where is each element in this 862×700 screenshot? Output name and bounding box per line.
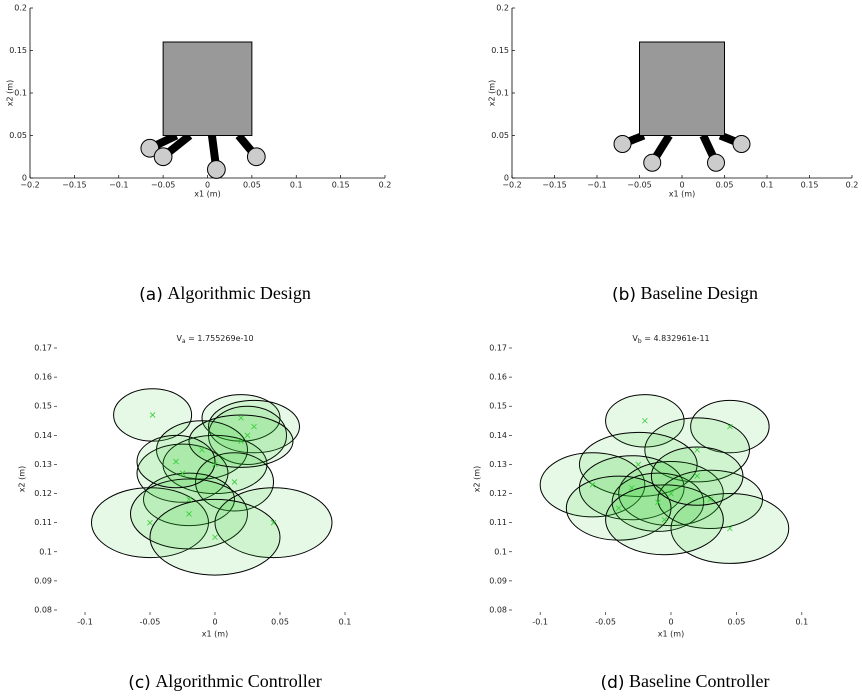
y-tick-label: 0.14 — [489, 431, 507, 440]
fingertip — [247, 148, 265, 166]
x-tick-label: −0.1 — [109, 181, 128, 190]
caption-label: (d) — [600, 673, 624, 693]
x-tick-label: 0.2 — [379, 181, 392, 190]
y-tick-label: 0.2 — [14, 4, 27, 13]
y-tick-label: 0.16 — [34, 373, 52, 382]
x-tick-label: 0.1 — [761, 181, 774, 190]
x-tick-label: 0.1 — [795, 618, 808, 627]
caption-label: (a) — [139, 285, 163, 305]
y-tick-label: 0.13 — [34, 460, 52, 469]
y-tick-label: 0.08 — [489, 606, 507, 615]
x-tick-label: 0 — [205, 181, 210, 190]
fingertip — [208, 161, 226, 179]
y-tick-label: 0.2 — [496, 4, 509, 13]
title-part: = 1.755269e-10 — [186, 334, 254, 343]
y-tick-label: 0.11 — [489, 518, 507, 527]
y-tick-label: 0.09 — [34, 576, 52, 585]
x-axis-label: x1 (m) — [202, 630, 228, 639]
x-tick-label: 0.15 — [801, 181, 819, 190]
y-axis-label: x2 (m) — [488, 80, 497, 106]
caption-text: Algorithmic Design — [167, 283, 310, 303]
x-tick-label: −0.1 — [587, 181, 606, 190]
x-tick-label: 0.2 — [846, 181, 859, 190]
fingertip — [733, 136, 750, 153]
x-tick-label: -0.1 — [77, 618, 93, 627]
caption-label: (b) — [612, 285, 636, 305]
title-part: = 4.832961e-11 — [642, 334, 710, 343]
x-tick-label: 0 — [679, 181, 684, 190]
y-tick-label: 0.1 — [494, 547, 507, 556]
fingertip — [708, 154, 725, 171]
caption: (a) Algorithmic Design — [139, 283, 311, 305]
y-tick-label: 0.16 — [489, 373, 507, 382]
x-axis-label: x1 (m) — [669, 190, 695, 199]
x-tick-label: 0 — [668, 618, 673, 627]
fingertip — [614, 136, 631, 153]
y-tick-label: 0.1 — [14, 89, 27, 98]
y-tick-label: 0.05 — [9, 131, 27, 140]
x-tick-label: 0.05 — [728, 618, 746, 627]
x-tick-label: 0.1 — [339, 618, 352, 627]
fingertip — [644, 154, 661, 171]
y-tick-label: 0.1 — [39, 547, 52, 556]
y-tick-label: 0.11 — [34, 518, 52, 527]
plot-title: Va = 1.755269e-10 — [176, 334, 253, 346]
y-tick-label: 0.15 — [491, 46, 509, 55]
x-tick-label: −0.05 — [151, 181, 176, 190]
caption-text: Baseline Design — [641, 283, 758, 303]
figure: −0.2−0.15−0.1−0.0500.050.10.150.200.050.… — [0, 0, 862, 696]
x-tick-label: -0.05 — [140, 618, 161, 627]
x-tick-label: 0.05 — [716, 181, 734, 190]
caption-text: Baseline Controller — [629, 671, 769, 691]
y-tick-label: 0.12 — [34, 489, 52, 498]
y-tick-label: 0.15 — [34, 402, 52, 411]
caption: (d) Baseline Controller — [600, 671, 769, 693]
y-tick-label: 0.17 — [489, 344, 507, 353]
x-tick-label: 0.05 — [271, 618, 289, 627]
plot-title: Vb = 4.832961e-11 — [632, 334, 709, 346]
x-tick-label: -0.1 — [532, 618, 548, 627]
y-tick-label: 0.1 — [496, 89, 509, 98]
caption-label: (c) — [128, 673, 151, 693]
y-tick-label: 0.14 — [34, 431, 52, 440]
x-tick-label: 0 — [212, 618, 217, 627]
x-tick-label: -0.05 — [595, 618, 616, 627]
y-axis-label: x2 (m) — [18, 466, 27, 492]
y-tick-label: 0.08 — [34, 606, 52, 615]
x-tick-label: 0.15 — [332, 181, 350, 190]
y-tick-label: 0.09 — [489, 576, 507, 585]
y-tick-label: 0.12 — [489, 489, 507, 498]
y-tick-label: 0.15 — [489, 402, 507, 411]
caption: (b) Baseline Design — [612, 283, 758, 305]
x-tick-label: 0.05 — [243, 181, 261, 190]
x-tick-label: −0.05 — [627, 181, 652, 190]
y-tick-label: 0.17 — [34, 344, 52, 353]
y-tick-label: 0.05 — [491, 131, 509, 140]
x-tick-label: −0.15 — [542, 181, 567, 190]
y-axis-label: x2 (m) — [473, 466, 482, 492]
y-tick-label: 0 — [22, 174, 27, 183]
fingertip — [154, 148, 172, 166]
gripper-body — [640, 42, 725, 136]
x-axis-label: x1 (m) — [658, 630, 684, 639]
x-axis-label: x1 (m) — [194, 190, 220, 199]
caption-text: Algorithmic Controller — [155, 671, 321, 691]
y-tick-label: 0.13 — [489, 460, 507, 469]
caption: (c) Algorithmic Controller — [128, 671, 322, 693]
x-tick-label: −0.15 — [62, 181, 87, 190]
y-tick-label: 0.15 — [9, 46, 27, 55]
y-axis-label: x2 (m) — [6, 80, 15, 106]
y-tick-label: 0 — [504, 174, 509, 183]
gripper-body — [163, 42, 252, 136]
x-tick-label: 0.1 — [290, 181, 303, 190]
